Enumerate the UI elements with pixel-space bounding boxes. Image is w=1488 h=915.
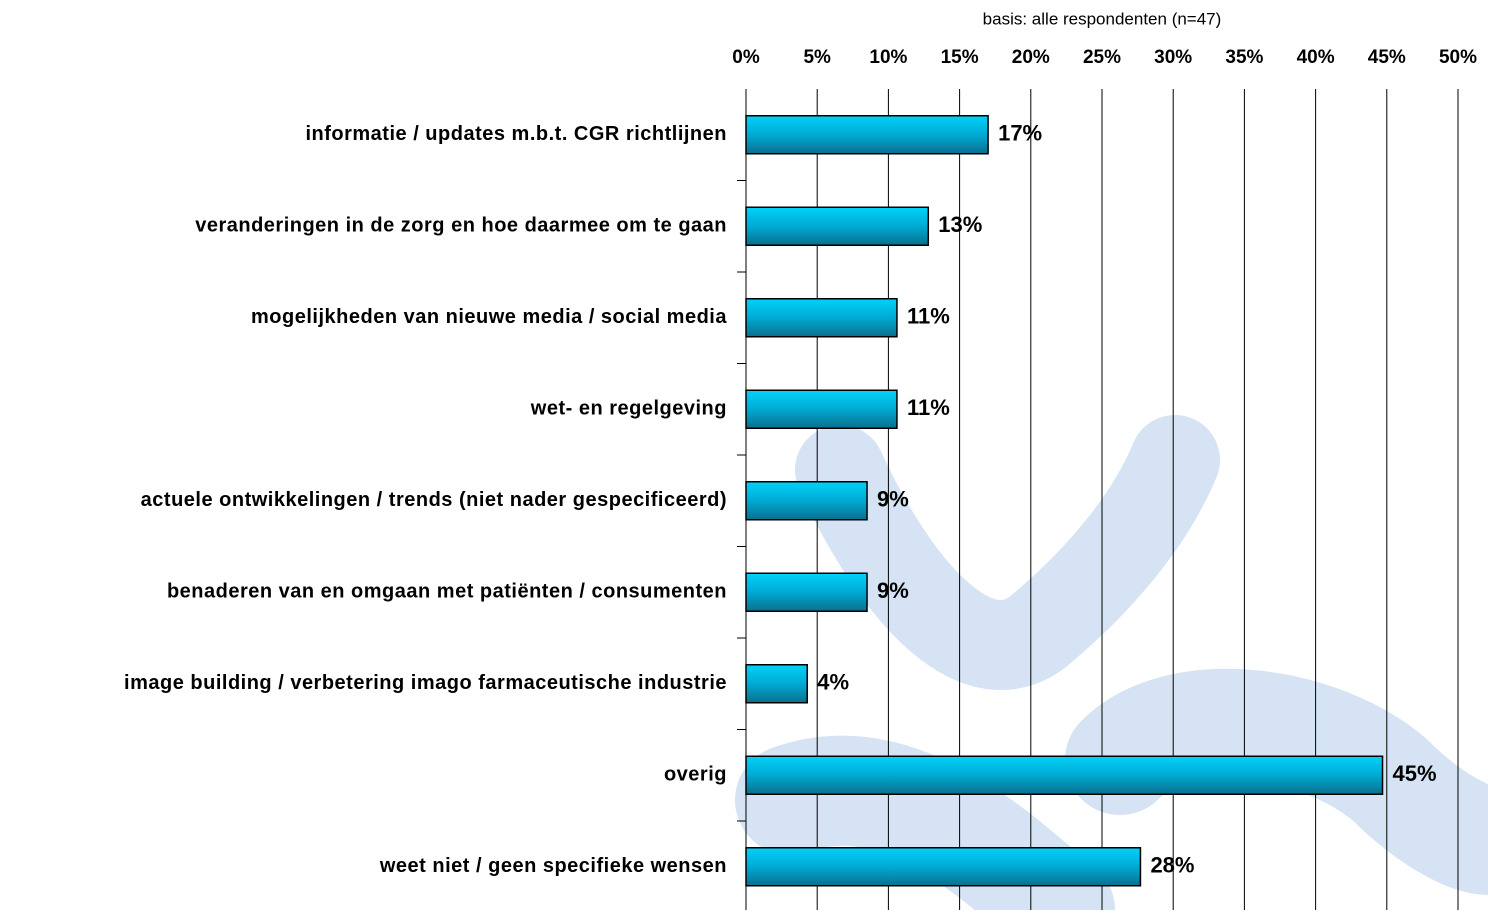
value-label: 9% [877,578,909,603]
bar [745,481,868,521]
x-tick-label: 10% [869,47,907,68]
bar [745,847,1142,887]
bar [745,298,898,338]
category-label: informatie / updates m.b.t. CGR richtlij… [305,123,727,145]
category-label: benaderen van en omgaan met patiënten / … [167,581,727,603]
bar [745,572,868,612]
value-label: 17% [998,121,1042,146]
value-label: 11% [907,395,950,420]
category-label: image building / verbetering imago farma… [124,672,727,694]
bar [745,664,808,704]
x-tick-label: 15% [941,47,979,68]
x-tick-label: 5% [803,47,831,68]
value-label: 13% [938,212,982,237]
background-decoration [735,415,1488,915]
category-label: weet niet / geen specifieke wensen [379,855,727,877]
bar [745,755,1384,795]
bar [745,206,930,246]
bar [745,389,898,429]
x-tick-label: 50% [1439,47,1477,68]
category-label: actuele ontwikkelingen / trends (niet na… [141,489,727,511]
x-tick-label: 35% [1225,47,1263,68]
category-label: wet- en regelgeving [530,398,727,420]
value-label: 28% [1150,853,1194,878]
x-tick-label: 45% [1368,47,1406,68]
x-tick-label: 0% [732,47,760,68]
value-label: 11% [907,304,950,329]
bar [745,115,989,155]
category-label: veranderingen in de zorg en hoe daarmee … [195,215,727,237]
value-label: 45% [1393,761,1437,786]
x-tick-label: 40% [1297,47,1335,68]
category-label: overig [664,764,727,786]
x-tick-label: 25% [1083,47,1121,68]
x-tick-label: 30% [1154,47,1192,68]
subtitle: basis: alle respondenten (n=47) [983,9,1222,28]
x-tick-label: 20% [1012,47,1050,68]
category-label: mogelijkheden van nieuwe media / social … [251,306,727,328]
value-label: 9% [877,487,909,512]
value-label: 4% [817,670,849,695]
